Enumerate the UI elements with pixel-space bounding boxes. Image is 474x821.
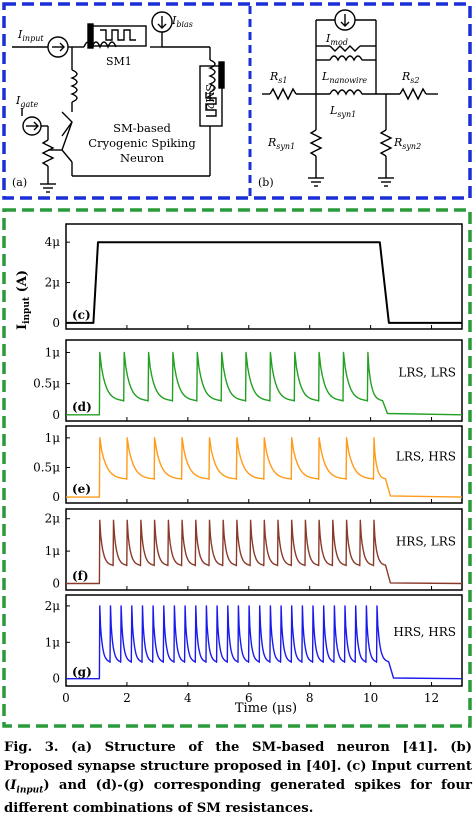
xlabel-time: Time (μs) [235, 701, 297, 716]
plot-frame [65, 339, 463, 422]
ytick-label: 0.5μ [33, 377, 60, 391]
caption-prefix: Fig. 3. (a) Structure of the SM-based ne… [4, 740, 472, 793]
panel-letter: (f) [72, 569, 89, 583]
xtick-label: 12 [424, 691, 439, 705]
resistor-rs2-icon [399, 87, 427, 101]
ytick-label: 0 [52, 490, 60, 504]
xtick-label: 2 [123, 691, 131, 705]
label-i-input: Iinput [17, 28, 44, 43]
plots-area: 0 2μ 4μ (c) 0 0.5μ 1μ (d) LRS, LRS 0 0.5μ 1μ (e) LRS,… [33, 223, 463, 705]
ytick-label: 0 [52, 577, 60, 591]
lsyn1-inductor-icon [329, 89, 363, 96]
label-i-mod: Imod [325, 32, 348, 47]
plot-frame [65, 425, 463, 504]
nanowire-inductor-icon [329, 55, 363, 62]
xtick-label: 6 [245, 691, 253, 705]
ytick-label: 0 [52, 408, 60, 422]
ytick-label: 1μ [45, 431, 61, 445]
panel-label-b: (b) [258, 176, 274, 189]
resistor-rs1-icon [269, 87, 297, 101]
label-r-s2: Rs2 [401, 70, 420, 85]
resistor-rsyn2-icon [379, 129, 393, 157]
green-dashed-frame [2, 208, 472, 728]
circuit-a-labels: Iinput Ibias Igate SM1 SM2 SM-based Cryo… [12, 14, 216, 189]
xtick-label: 4 [184, 691, 192, 705]
panel-letter: (d) [72, 400, 92, 414]
circuit-b [262, 9, 438, 187]
trace-line [66, 605, 463, 680]
neuron-line-1: SM-based [113, 121, 171, 135]
config-annotation: LRS, HRS [396, 450, 456, 464]
neuron-line-3: Neuron [120, 151, 165, 165]
xtick-label: 8 [306, 691, 314, 705]
ytick-label: 2μ [45, 599, 61, 613]
trace-line [66, 241, 462, 324]
circuit-b-labels: Imod Lnanowire Lsyn1 Rs1 Rs2 Rsyn1 Rsyn2… [258, 32, 421, 189]
panel-letter: (c) [72, 308, 91, 322]
ytick-label: 2μ [45, 276, 61, 290]
config-annotation: HRS, LRS [396, 534, 456, 548]
trace-line [66, 519, 463, 585]
blue-dashed-frame [2, 2, 472, 200]
label-r-s1: Rs1 [269, 70, 288, 85]
ytick-label: 1μ [45, 635, 61, 649]
label-sm2: SM2 [203, 84, 216, 110]
ytick-label: 1μ [45, 345, 61, 359]
label-l-nanowire: Lnanowire [321, 70, 367, 85]
panel-letter: (g) [72, 665, 92, 679]
plot-frame [65, 223, 463, 330]
sm2-block [199, 65, 223, 127]
figure-canvas: Iinput Ibias Igate SM1 SM2 SM-based Cryo… [2, 2, 472, 728]
caption-suffix: ) and (d)-(g) corresponding generated sp… [4, 777, 472, 817]
current-source-input-icon [47, 36, 69, 58]
ylabel-input: Iinput (A) [15, 270, 32, 330]
config-annotation: HRS, HRS [393, 625, 456, 639]
ytick-label: 4μ [45, 235, 61, 249]
left-inductor-icon [70, 69, 78, 103]
xtick-label: 10 [363, 691, 378, 705]
plot-frame [65, 594, 463, 687]
neuron-line-2: Cryogenic Spiking [88, 136, 196, 150]
plot-frame [65, 508, 463, 591]
label-r-syn2: Rsyn2 [393, 136, 421, 151]
label-i-gate: Igate [15, 94, 38, 109]
xtick-label: 0 [62, 691, 70, 705]
panel-letter: (e) [72, 482, 91, 496]
label-l-syn1: Lsyn1 [329, 104, 356, 119]
figure-caption: Fig. 3. (a) Structure of the SM-based ne… [4, 739, 472, 819]
ytick-label: 0 [52, 316, 60, 330]
caption-italic: Iinput [10, 777, 44, 796]
ytick-label: 0.5μ [33, 460, 60, 474]
label-r-syn1: Rsyn1 [267, 136, 295, 151]
circuit-a [12, 11, 225, 193]
ytick-label: 2μ [45, 512, 61, 526]
config-annotation: LRS, LRS [398, 365, 456, 379]
resistor-rsyn1-icon [309, 129, 323, 157]
panel-label-a: (a) [12, 176, 27, 189]
ytick-label: 0 [52, 672, 60, 686]
trace-line [66, 351, 463, 416]
trace-line [66, 437, 463, 498]
label-sm1: SM1 [106, 55, 132, 68]
ytick-label: 1μ [45, 544, 61, 558]
label-i-bias: Ibias [171, 14, 193, 29]
